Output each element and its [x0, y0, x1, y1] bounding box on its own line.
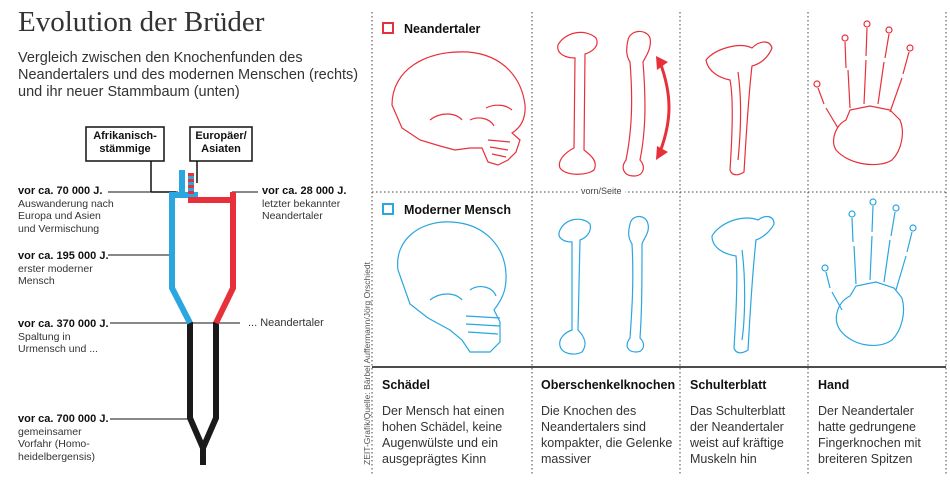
credit-text: ZEIT-Grafik/Quelle: Bärbel Auffermann/Jö… [362, 262, 372, 465]
category-hand-text: Der Neandertaler hatte gedrungene Finger… [818, 404, 921, 466]
category-scapula-text: Das Schulterblatt der Neandertaler weist… [690, 404, 786, 466]
event-70000-text: Auswanderung nach Europa und Asien und V… [18, 197, 114, 235]
modern-square-icon [382, 203, 394, 215]
modern-femur-side [626, 215, 649, 353]
neanderthal-square-icon [382, 22, 394, 34]
event-370000-date: vor ca. 370 000 J. [18, 318, 109, 330]
box-european: Europäer/ Asiaten [195, 130, 247, 155]
category-skull-title: Schädel [382, 378, 430, 392]
category-femur-title: Oberschenkelknochen [541, 378, 676, 392]
category-scapula-title: Schulterblatt [690, 378, 767, 392]
neanderthal-skull [391, 51, 526, 166]
page-subtitle: Vergleich zwischen den Knochenfunden des… [18, 50, 359, 100]
event-195000: vor ca. 195 000 J. erster moderner Mensc… [18, 250, 118, 288]
legend-neanderthal: Neandertaler [382, 22, 480, 36]
event-700000-text: gemeinsamer Vorfahr (Homo-heidelbergensi… [18, 425, 96, 463]
neanderthal-scapula [705, 41, 773, 176]
modern-scapula [711, 215, 775, 354]
bend-arrow-head-bottom [656, 146, 668, 160]
event-70000-date: vor ca. 70 000 J. [18, 185, 103, 197]
box-european-frame [189, 126, 253, 162]
modern-femur-front [558, 218, 591, 355]
neanderthal-hand [813, 20, 914, 166]
neanderthal-femur-side [622, 30, 651, 177]
bend-arrow [658, 61, 671, 153]
event-70000: vor ca. 70 000 J. Auswanderung nach Euro… [18, 185, 118, 235]
bend-arrow-head-top [656, 56, 668, 70]
event-195000-date: vor ca. 195 000 J. [18, 250, 109, 262]
event-28000: vor ca. 28 000 J. letzter bekannter Nean… [262, 185, 354, 223]
event-195000-text: erster moderner Mensch [18, 262, 93, 288]
category-skull-text: Der Mensch hat einen hohen Schädel, kein… [382, 404, 505, 466]
femur-view-label: vorn/Seite [578, 186, 625, 196]
neanderthal-branch [188, 192, 236, 325]
legend-neanderthal-label: Neandertaler [404, 22, 481, 36]
event-28000-date: vor ca. 28 000 J. [262, 185, 347, 197]
event-370000: vor ca. 370 000 J. Spaltung in Urmensch … [18, 318, 113, 356]
modern-skull [397, 221, 507, 353]
event-700000: vor ca. 700 000 J. gemeinsamer Vorfahr (… [18, 413, 118, 463]
event-370000-text: Spaltung in Urmensch und ... [18, 330, 98, 356]
modern-hand [821, 198, 917, 347]
legend-modern: Moderner Mensch [382, 203, 511, 217]
event-28000-text: letzter bekannter Neandertaler [262, 197, 341, 223]
category-hand-title: Hand [818, 378, 850, 392]
legend-modern-label: Moderner Mensch [404, 203, 511, 217]
category-femur-text: Die Knochen des Neandertalers sind kompa… [541, 404, 673, 466]
grid-dotted-lines [371, 12, 947, 475]
page-title: Evolution der Brüder [18, 6, 265, 38]
box-african: Afrikanisch-stämmige [93, 130, 157, 155]
neander-branch-label: ... Neandertaler [248, 317, 324, 329]
event-700000-date: vor ca. 700 000 J. [18, 413, 109, 425]
neanderthal-femur-front [557, 31, 598, 175]
box-african-frame [85, 126, 165, 162]
